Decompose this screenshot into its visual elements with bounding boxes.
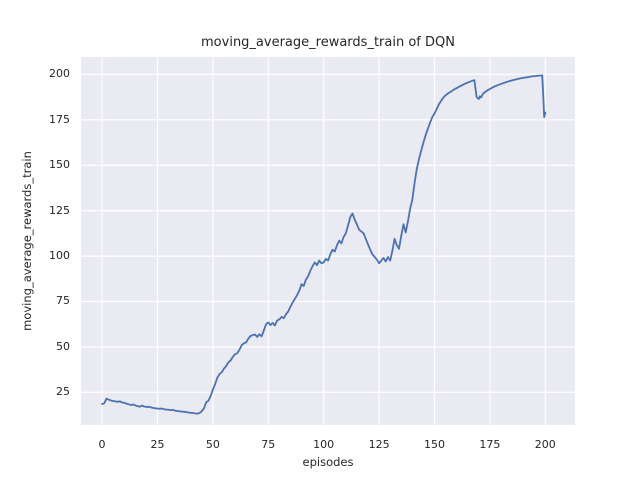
y-tick-label: 25 <box>56 385 70 399</box>
y-tick-label: 125 <box>49 203 70 217</box>
chart-title: moving_average_rewards_train of DQN <box>201 35 455 50</box>
y-tick-label: 150 <box>49 158 70 172</box>
x-tick-label: 75 <box>261 438 276 451</box>
y-tick-label: 175 <box>49 112 70 126</box>
x-tick-label: 150 <box>423 438 445 451</box>
x-axis-label: episodes <box>302 455 354 469</box>
y-tick-label: 100 <box>49 249 70 263</box>
x-tick-label: 25 <box>150 438 165 451</box>
x-tick-label: 200 <box>534 438 556 451</box>
x-tick-label: 175 <box>479 438 501 451</box>
x-tick-label: 50 <box>205 438 220 451</box>
x-tick-label: 0 <box>98 438 106 451</box>
y-tick-label: 200 <box>49 67 70 81</box>
y-tick-label: 75 <box>56 294 70 308</box>
y-tick-label: 50 <box>56 339 70 353</box>
line-plot-svg <box>81 57 575 425</box>
x-tick-label: 100 <box>313 438 335 451</box>
y-axis-label: moving_average_rewards_train <box>20 151 34 331</box>
plot-area <box>81 57 575 425</box>
x-tick-label: 125 <box>368 438 390 451</box>
